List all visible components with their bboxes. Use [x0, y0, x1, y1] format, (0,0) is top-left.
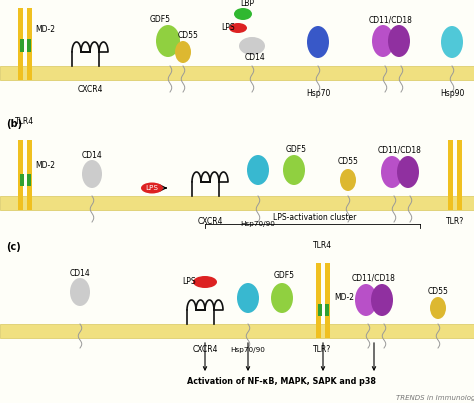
- Text: TLR4: TLR4: [313, 241, 333, 249]
- Text: Hsp70: Hsp70: [306, 89, 330, 98]
- Ellipse shape: [82, 160, 102, 188]
- Bar: [0, 66, 474, 80]
- Text: LBP: LBP: [240, 0, 254, 8]
- Bar: [325, 263, 330, 338]
- Ellipse shape: [193, 276, 217, 288]
- Ellipse shape: [372, 25, 394, 57]
- Ellipse shape: [239, 37, 265, 55]
- Text: Activation of NF-κB, MAPK, SAPK and p38: Activation of NF-κB, MAPK, SAPK and p38: [188, 378, 376, 386]
- Bar: [18, 8, 23, 80]
- Ellipse shape: [271, 283, 293, 313]
- Bar: [20, 39, 24, 52]
- Ellipse shape: [397, 156, 419, 188]
- Ellipse shape: [237, 283, 259, 313]
- Text: Hsp70/90: Hsp70/90: [241, 221, 275, 227]
- Bar: [316, 263, 321, 338]
- Ellipse shape: [70, 278, 90, 306]
- Ellipse shape: [141, 183, 163, 193]
- Text: TRENDS in Immunology: TRENDS in Immunology: [396, 395, 474, 401]
- Ellipse shape: [234, 8, 252, 20]
- Bar: [27, 174, 31, 186]
- Text: GDF5: GDF5: [273, 272, 294, 280]
- Ellipse shape: [175, 41, 191, 63]
- Ellipse shape: [381, 156, 403, 188]
- Text: CD55: CD55: [428, 287, 448, 297]
- Text: GDF5: GDF5: [285, 145, 307, 154]
- Text: CXCR4: CXCR4: [77, 85, 103, 94]
- Bar: [0, 324, 474, 338]
- Bar: [448, 140, 453, 210]
- Ellipse shape: [156, 25, 180, 57]
- Text: Hsp70/90: Hsp70/90: [230, 347, 265, 353]
- Bar: [20, 174, 24, 186]
- Text: CD11/CD18: CD11/CD18: [378, 145, 422, 154]
- Text: (b): (b): [6, 119, 22, 129]
- Text: LPS: LPS: [182, 278, 196, 287]
- Text: CD11/CD18: CD11/CD18: [352, 274, 396, 283]
- Text: CD55: CD55: [178, 31, 199, 40]
- Text: MD-2: MD-2: [35, 162, 55, 170]
- Bar: [457, 140, 462, 210]
- Text: LPS: LPS: [221, 23, 235, 33]
- Ellipse shape: [441, 26, 463, 58]
- Text: TLR4: TLR4: [16, 118, 35, 127]
- Ellipse shape: [229, 23, 247, 33]
- Text: LPS: LPS: [146, 185, 158, 191]
- Bar: [325, 304, 329, 316]
- Ellipse shape: [371, 284, 393, 316]
- Ellipse shape: [388, 25, 410, 57]
- Text: CXCR4: CXCR4: [197, 218, 223, 226]
- Bar: [27, 39, 31, 52]
- Ellipse shape: [283, 155, 305, 185]
- Ellipse shape: [355, 284, 377, 316]
- Text: CD14: CD14: [82, 152, 102, 160]
- Text: CD11/CD18: CD11/CD18: [369, 15, 413, 25]
- Text: MD-2: MD-2: [334, 293, 354, 303]
- Ellipse shape: [247, 155, 269, 185]
- Bar: [27, 8, 32, 80]
- Text: CD14: CD14: [70, 270, 91, 278]
- Text: LPS-activation cluster: LPS-activation cluster: [273, 214, 357, 222]
- Text: TLR?: TLR?: [313, 345, 331, 355]
- Bar: [18, 140, 23, 210]
- Text: GDF5: GDF5: [149, 15, 171, 25]
- Bar: [27, 140, 32, 210]
- Bar: [0, 196, 474, 210]
- Ellipse shape: [307, 26, 329, 58]
- Text: CXCR4: CXCR4: [192, 345, 218, 355]
- Text: Hsp90: Hsp90: [440, 89, 464, 98]
- Text: CD55: CD55: [337, 158, 358, 166]
- Bar: [318, 304, 322, 316]
- Text: CD14: CD14: [245, 54, 265, 62]
- Text: TLR?: TLR?: [446, 218, 464, 226]
- Ellipse shape: [430, 297, 446, 319]
- Text: (c): (c): [6, 242, 21, 252]
- Ellipse shape: [340, 169, 356, 191]
- Text: MD-2: MD-2: [35, 25, 55, 35]
